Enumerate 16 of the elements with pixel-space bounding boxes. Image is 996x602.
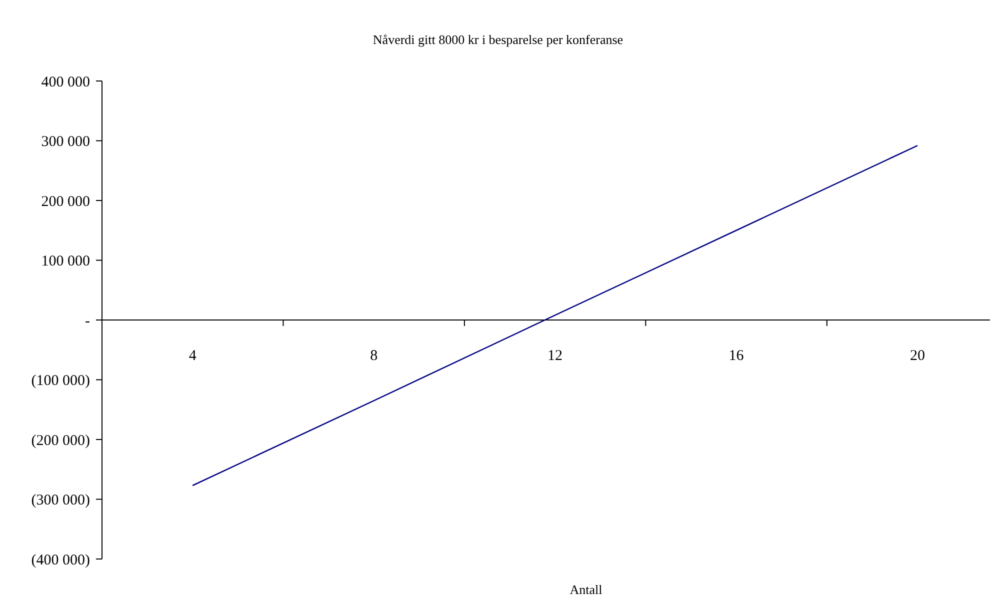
- y-tick-label: 200 000: [41, 194, 90, 210]
- x-axis-title: Antall: [570, 582, 603, 597]
- y-tick-label: -: [85, 313, 90, 330]
- y-tick-label: (100 000): [31, 373, 90, 389]
- y-tick-label: (300 000): [31, 492, 90, 508]
- x-tick-label: 16: [728, 348, 744, 364]
- x-tick-label: 8: [370, 348, 378, 364]
- chart-title: Nåverdi gitt 8000 kr i besparelse per konferanse: [372, 32, 624, 47]
- x-tick-label: 12: [548, 348, 563, 364]
- x-tick-label: 4: [188, 348, 197, 364]
- y-tick-label: (400 000): [31, 552, 90, 568]
- x-tick-label: 20: [910, 348, 926, 364]
- y-tick-label: 400 000: [41, 74, 90, 90]
- y-tick-label: (200 000): [31, 432, 90, 449]
- y-tick-label: 100 000: [41, 254, 90, 270]
- y-tick-label: 300 000: [41, 134, 90, 150]
